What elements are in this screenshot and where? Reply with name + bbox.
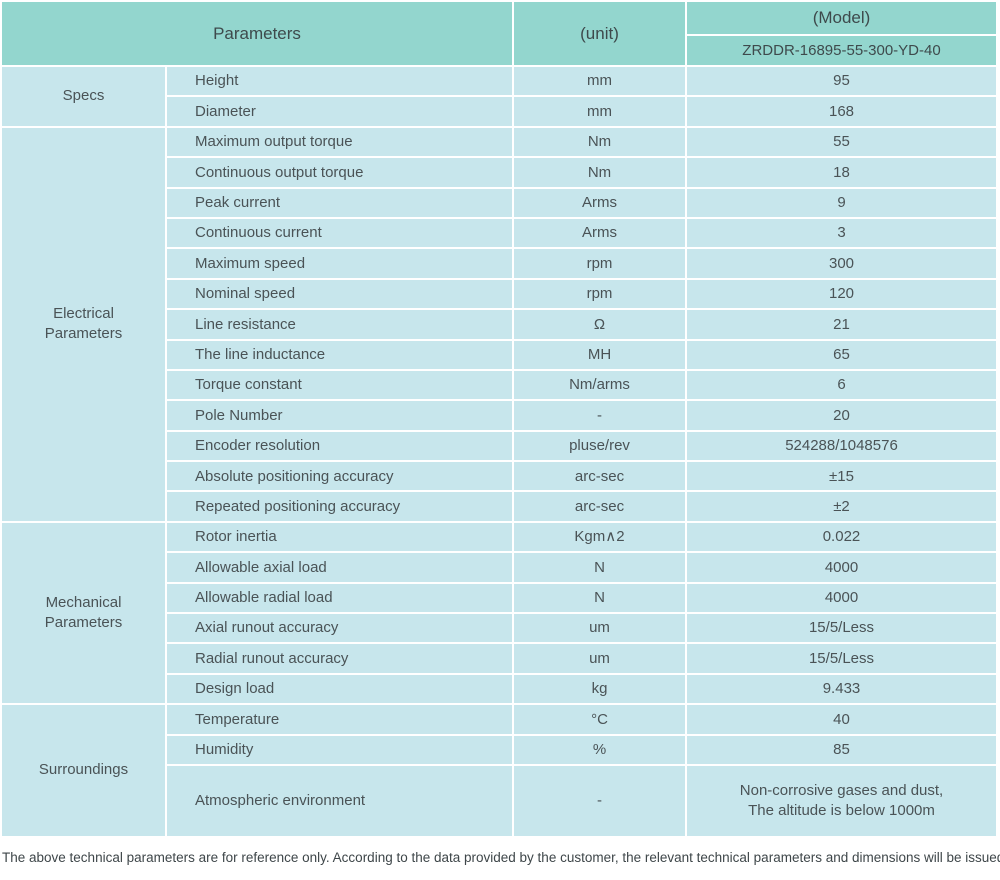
param-cell: Line resistance xyxy=(167,310,512,339)
value-cell: 9 xyxy=(687,188,996,217)
param-cell: The line inductance xyxy=(167,340,512,369)
value-cell: 3 xyxy=(687,218,996,248)
value-cell: 120 xyxy=(687,279,996,309)
section-cell: Specs xyxy=(2,67,165,126)
value-cell: 21 xyxy=(687,310,996,339)
param-cell: Nominal speed xyxy=(167,279,512,309)
unit-cell: pluse/rev xyxy=(514,431,685,461)
param-cell: Diameter xyxy=(167,97,512,126)
unit-cell: um xyxy=(514,614,685,643)
param-cell: Axial runout accuracy xyxy=(167,614,512,643)
param-cell: Maximum speed xyxy=(167,249,512,278)
param-cell: Pole Number xyxy=(167,401,512,430)
unit-cell: rpm xyxy=(514,249,685,278)
spec-table: Parameters (unit) (Model) ZRDDR-16895-55… xyxy=(2,2,998,836)
param-cell: Encoder resolution xyxy=(167,431,512,461)
param-cell: Absolute positioning accuracy xyxy=(167,462,512,491)
param-cell: Peak current xyxy=(167,188,512,217)
unit-cell: Nm/arms xyxy=(514,370,685,400)
unit-cell: Arms xyxy=(514,218,685,248)
unit-cell: Nm xyxy=(514,127,685,157)
header-model: (Model) xyxy=(687,2,996,34)
value-cell: 0.022 xyxy=(687,522,996,552)
unit-cell: mm xyxy=(514,97,685,126)
value-cell: 6 xyxy=(687,370,996,400)
value-cell: 40 xyxy=(687,705,996,734)
unit-cell: mm xyxy=(514,67,685,96)
value-cell: 4000 xyxy=(687,583,996,613)
param-cell: Torque constant xyxy=(167,370,512,400)
param-cell: Allowable radial load xyxy=(167,583,512,613)
param-cell: Repeated positioning accuracy xyxy=(167,492,512,521)
header-parameters: Parameters xyxy=(2,2,512,65)
unit-cell: kg xyxy=(514,674,685,704)
value-cell: ±15 xyxy=(687,462,996,491)
unit-cell: Ω xyxy=(514,310,685,339)
param-cell: Continuous current xyxy=(167,218,512,248)
header-model-value: ZRDDR-16895-55-300-YD-40 xyxy=(687,36,996,65)
unit-cell: um xyxy=(514,644,685,673)
value-cell: 300 xyxy=(687,249,996,278)
value-cell: 9.433 xyxy=(687,674,996,704)
param-cell: Radial runout accuracy xyxy=(167,644,512,673)
unit-cell: arc-sec xyxy=(514,492,685,521)
value-cell: 524288/1048576 xyxy=(687,431,996,461)
value-cell: 65 xyxy=(687,340,996,369)
value-cell: ±2 xyxy=(687,492,996,521)
unit-cell: Kgm∧2 xyxy=(514,522,685,552)
param-cell: Maximum output torque xyxy=(167,127,512,157)
value-cell: Non-corrosive gases and dust, The altitu… xyxy=(687,765,996,836)
unit-cell: - xyxy=(514,765,685,836)
unit-cell: - xyxy=(514,401,685,430)
param-cell: Height xyxy=(167,67,512,96)
value-cell: 55 xyxy=(687,127,996,157)
footer-note: The above technical parameters are for r… xyxy=(2,849,1000,865)
unit-cell: Nm xyxy=(514,158,685,187)
param-cell: Humidity xyxy=(167,735,512,764)
value-cell: 18 xyxy=(687,158,996,187)
value-cell: 15/5/Less xyxy=(687,614,996,643)
unit-cell: °C xyxy=(514,705,685,734)
param-cell: Continuous output torque xyxy=(167,158,512,187)
section-cell: Mechanical Parameters xyxy=(2,522,165,704)
value-cell: 20 xyxy=(687,401,996,430)
param-cell: Atmospheric environment xyxy=(167,765,512,836)
unit-cell: Arms xyxy=(514,188,685,217)
unit-cell: arc-sec xyxy=(514,462,685,491)
value-cell: 15/5/Less xyxy=(687,644,996,673)
unit-cell: N xyxy=(514,583,685,613)
param-cell: Allowable axial load xyxy=(167,553,512,582)
section-cell: Surroundings xyxy=(2,705,165,836)
section-cell: Electrical Parameters xyxy=(2,127,165,521)
value-cell: 168 xyxy=(687,97,996,126)
unit-cell: MH xyxy=(514,340,685,369)
unit-cell: N xyxy=(514,553,685,582)
param-cell: Design load xyxy=(167,674,512,704)
unit-cell: % xyxy=(514,735,685,764)
header-unit: (unit) xyxy=(514,2,685,65)
value-cell: 4000 xyxy=(687,553,996,582)
param-cell: Temperature xyxy=(167,705,512,734)
param-cell: Rotor inertia xyxy=(167,522,512,552)
value-cell: 95 xyxy=(687,67,996,96)
value-cell: 85 xyxy=(687,735,996,764)
unit-cell: rpm xyxy=(514,279,685,309)
